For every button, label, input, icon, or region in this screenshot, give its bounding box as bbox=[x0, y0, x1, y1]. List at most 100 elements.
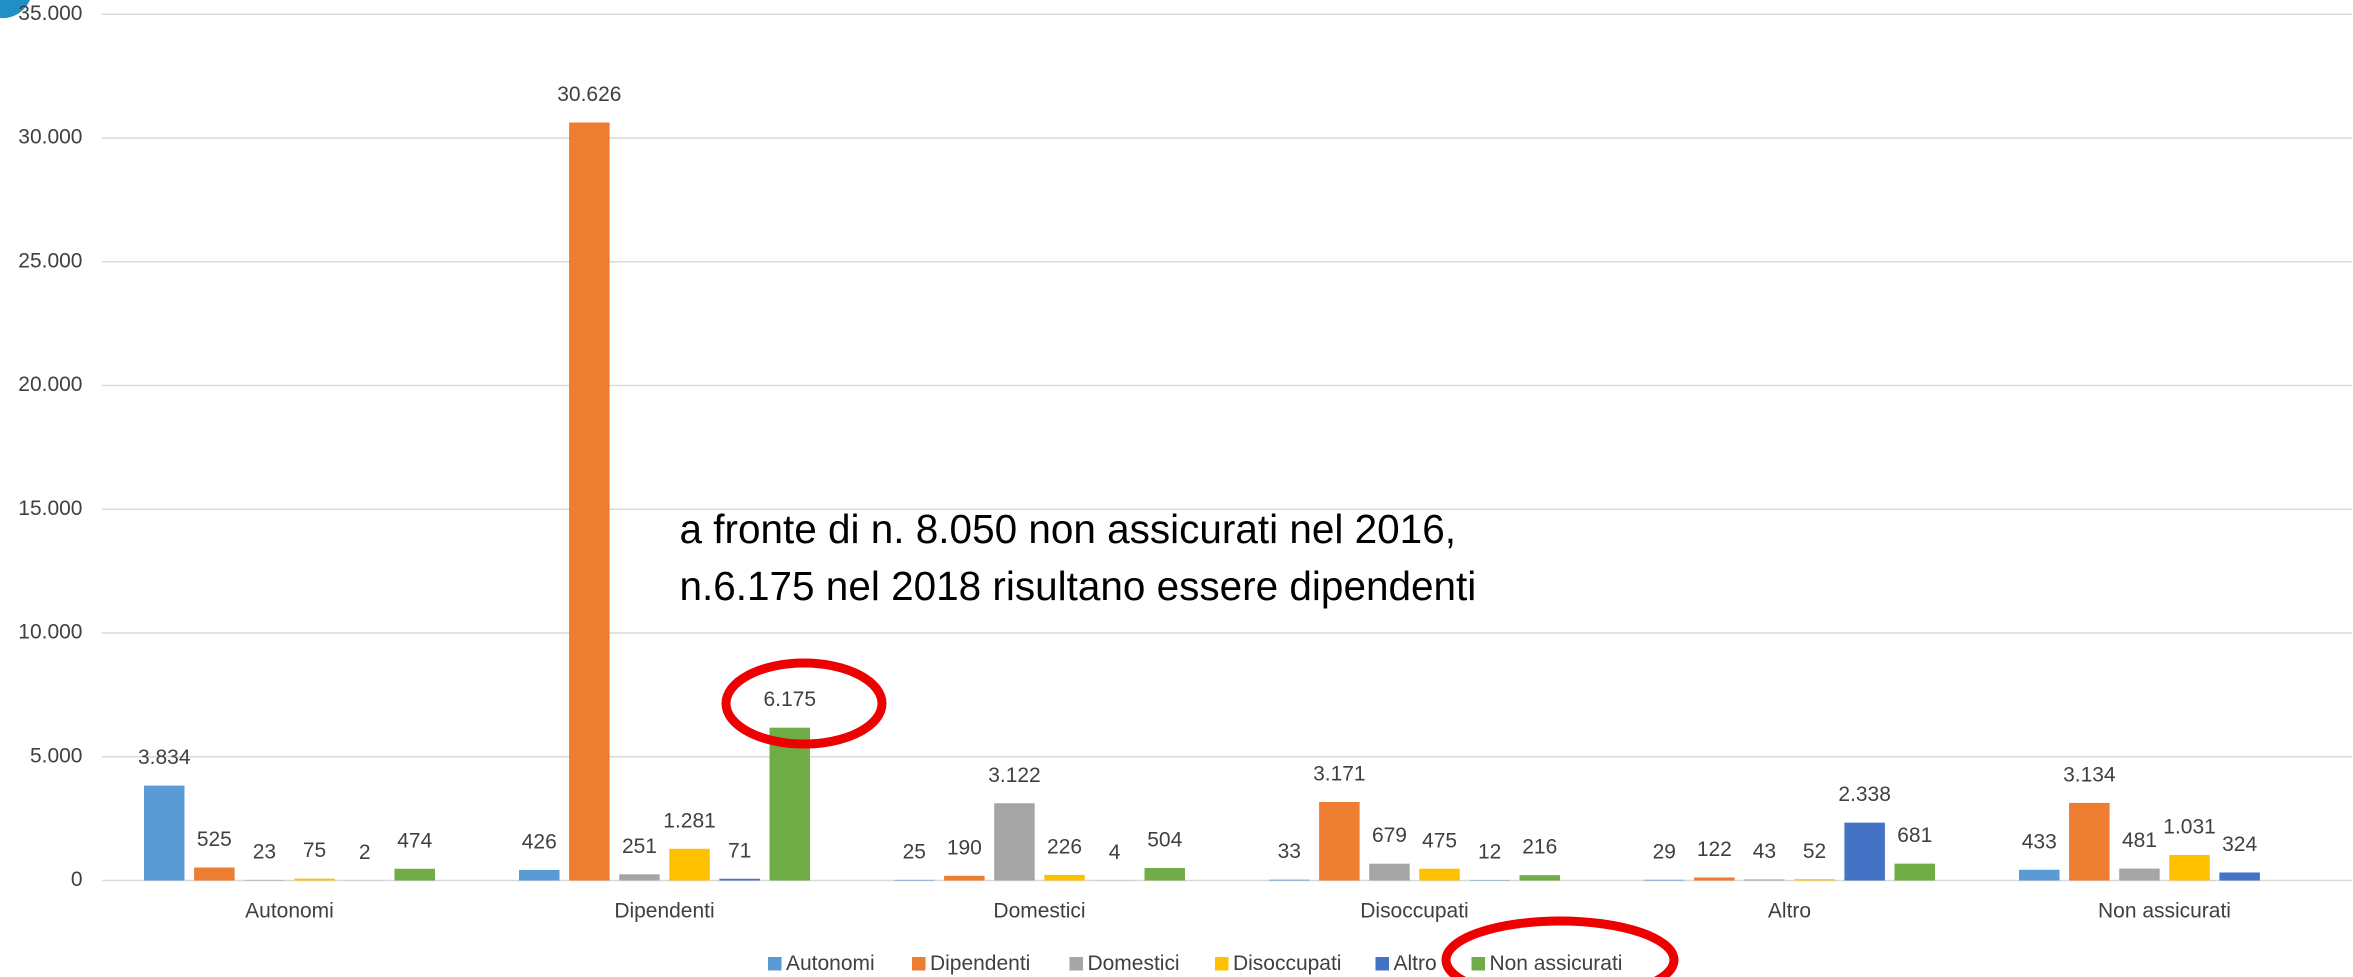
bar bbox=[2219, 872, 2260, 881]
corner-icon bbox=[0, 0, 30, 19]
bar bbox=[394, 868, 435, 881]
bar bbox=[194, 867, 235, 881]
bar bbox=[518, 869, 560, 881]
x-tick-label: Autonomi bbox=[245, 900, 334, 923]
data-label: 52 bbox=[1803, 840, 1826, 863]
bar bbox=[1844, 822, 1885, 881]
bar bbox=[143, 785, 185, 881]
data-label: 226 bbox=[1047, 835, 1082, 858]
data-label: 1.281 bbox=[663, 809, 716, 832]
bar bbox=[1744, 879, 1785, 881]
data-label: 2 bbox=[359, 841, 371, 864]
bar bbox=[2069, 802, 2110, 881]
legend-label: Disoccupati bbox=[1233, 952, 1341, 975]
legend-swatch bbox=[1471, 957, 1485, 971]
bar bbox=[294, 878, 335, 881]
legend-swatch bbox=[767, 957, 782, 971]
y-tick-label: 15.000 bbox=[18, 497, 82, 520]
data-label: 43 bbox=[1753, 840, 1776, 863]
data-label: 71 bbox=[728, 839, 751, 862]
bar bbox=[1894, 863, 1935, 881]
y-tick-label: 5.000 bbox=[30, 744, 83, 767]
highlight-ring bbox=[721, 658, 887, 749]
data-label: 1.031 bbox=[2163, 816, 2216, 839]
data-label: 481 bbox=[2122, 829, 2157, 852]
data-label: 426 bbox=[522, 831, 557, 854]
bar bbox=[1369, 863, 1410, 881]
bar bbox=[1268, 879, 1310, 881]
data-label: 2.338 bbox=[1838, 783, 1891, 806]
y-tick-label: 30.000 bbox=[18, 126, 82, 149]
data-label: 324 bbox=[2222, 833, 2257, 856]
y-tick-label: 35.000 bbox=[18, 2, 82, 25]
legend-swatch bbox=[1214, 957, 1229, 971]
bar bbox=[669, 848, 710, 881]
legend-label: Domestici bbox=[1087, 952, 1179, 975]
data-label: 12 bbox=[1478, 841, 1501, 864]
data-label: 30.626 bbox=[557, 83, 621, 106]
data-label: 216 bbox=[1522, 836, 1557, 859]
bar bbox=[719, 878, 760, 881]
data-label: 3.834 bbox=[138, 746, 191, 769]
data-label: 190 bbox=[947, 836, 982, 859]
bar bbox=[1044, 874, 1085, 881]
data-label: 433 bbox=[2022, 830, 2057, 853]
data-label: 475 bbox=[1422, 829, 1457, 852]
data-label: 29 bbox=[1653, 840, 1676, 863]
x-tick-label: Non assicurati bbox=[2098, 900, 2231, 923]
legend-label: Altro bbox=[1393, 952, 1436, 975]
data-label: 3.134 bbox=[2063, 763, 2116, 786]
legend-label: Dipendenti bbox=[930, 952, 1030, 975]
bar bbox=[2119, 868, 2160, 881]
data-label: 474 bbox=[397, 829, 432, 852]
data-label: 122 bbox=[1697, 838, 1732, 861]
legend-swatch bbox=[911, 957, 926, 971]
bar bbox=[769, 727, 810, 881]
bar bbox=[1794, 879, 1835, 881]
data-label: 25 bbox=[903, 840, 926, 863]
bar bbox=[944, 875, 985, 881]
bar bbox=[1419, 868, 1460, 881]
annotation: n.6.175 nel 2018 risultano essere dipend… bbox=[679, 563, 1476, 609]
bar bbox=[1643, 879, 1685, 881]
data-label: 504 bbox=[1147, 829, 1182, 852]
data-label: 33 bbox=[1278, 840, 1301, 863]
x-tick-label: Dipendenti bbox=[614, 900, 714, 923]
bar bbox=[619, 874, 660, 881]
legend-label: Non assicurati bbox=[1489, 952, 1622, 975]
data-label: 679 bbox=[1372, 824, 1407, 847]
bar bbox=[2169, 854, 2210, 881]
bar bbox=[244, 879, 285, 881]
annotation: a fronte di n. 8.050 non assicurati nel … bbox=[679, 506, 1455, 552]
bar bbox=[994, 803, 1035, 881]
bar bbox=[1519, 875, 1560, 881]
data-label: 4 bbox=[1109, 841, 1121, 864]
highlight-ring bbox=[1441, 916, 1679, 977]
data-label: 23 bbox=[253, 840, 276, 863]
x-tick-label: Altro bbox=[1768, 900, 1811, 923]
bar bbox=[1319, 802, 1360, 881]
bar bbox=[1694, 877, 1735, 881]
y-tick-label: 10.000 bbox=[18, 621, 82, 644]
data-label: 3.122 bbox=[988, 764, 1041, 787]
legend-swatch bbox=[1375, 957, 1389, 971]
y-tick-label: 20.000 bbox=[18, 373, 82, 396]
y-tick-label: 0 bbox=[71, 868, 83, 891]
bar bbox=[569, 122, 610, 881]
data-label: 6.175 bbox=[763, 688, 816, 711]
data-label: 3.171 bbox=[1313, 763, 1366, 786]
data-label: 681 bbox=[1897, 824, 1932, 847]
data-label: 525 bbox=[197, 828, 232, 851]
x-tick-label: Disoccupati bbox=[1360, 900, 1468, 923]
bar bbox=[1144, 868, 1185, 881]
x-tick-label: Domestici bbox=[993, 900, 1085, 923]
y-tick-label: 25.000 bbox=[18, 249, 82, 272]
data-label: 75 bbox=[303, 839, 326, 862]
bar bbox=[893, 879, 935, 881]
legend-label: Autonomi bbox=[786, 952, 875, 975]
data-label: 251 bbox=[622, 835, 657, 858]
bar bbox=[2018, 869, 2060, 881]
legend-swatch bbox=[1069, 957, 1083, 971]
